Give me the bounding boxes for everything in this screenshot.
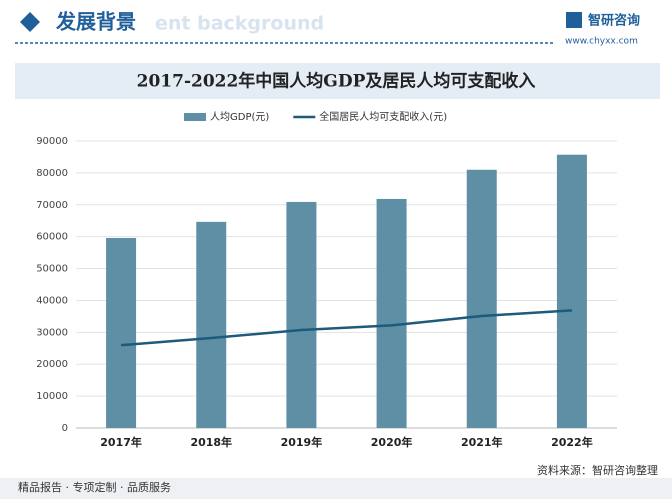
header-subtitle: ent background <box>155 13 324 35</box>
y-tick-label: 40000 <box>36 295 68 306</box>
y-tick-label: 30000 <box>36 327 68 338</box>
logo-icon <box>566 12 582 28</box>
bar <box>376 198 407 428</box>
header-icon <box>20 12 40 32</box>
x-tick-label: 2017年 <box>100 435 142 449</box>
x-tick-label: 2021年 <box>461 435 503 449</box>
brand: 智研咨询 <box>588 13 640 29</box>
footer-left: 精品报告 · 专项定制 · 品质服务 <box>18 480 171 494</box>
x-tick-label: 2018年 <box>190 435 232 449</box>
x-tick-label: 2022年 <box>551 435 593 449</box>
x-tick-label: 2020年 <box>371 435 413 449</box>
url: www.chyxx.com <box>565 37 638 47</box>
chart-title: 2017-2022年中国人均GDP及居民人均可支配收入 <box>137 71 536 92</box>
y-tick-label: 0 <box>62 423 68 434</box>
title-band <box>15 63 660 99</box>
bar <box>106 237 137 428</box>
line <box>120 309 572 347</box>
legend-label: 全国居民人均可支配收入(元) <box>319 110 447 123</box>
source: 资料来源：智研咨询整理 <box>537 463 658 477</box>
bar <box>556 154 587 428</box>
y-tick-label: 80000 <box>36 168 68 179</box>
bar <box>466 169 497 428</box>
y-tick-label: 50000 <box>36 264 68 275</box>
bar <box>196 221 227 428</box>
y-tick-label: 20000 <box>36 359 68 370</box>
y-tick-label: 60000 <box>36 232 68 243</box>
legend-swatch <box>184 113 206 121</box>
y-tick-label: 90000 <box>36 136 68 147</box>
y-tick-label: 70000 <box>36 200 68 211</box>
legend-label: 人均GDP(元) <box>210 111 269 123</box>
header-title: 发展背景 <box>55 10 136 34</box>
footer-band <box>0 478 672 499</box>
bar <box>286 201 317 428</box>
plot: 0 10000 20000 30000 40000 50000 60000 70000 8000… <box>36 110 617 449</box>
y-tick-label: 10000 <box>36 391 68 402</box>
x-tick-label: 2019年 <box>281 435 323 449</box>
